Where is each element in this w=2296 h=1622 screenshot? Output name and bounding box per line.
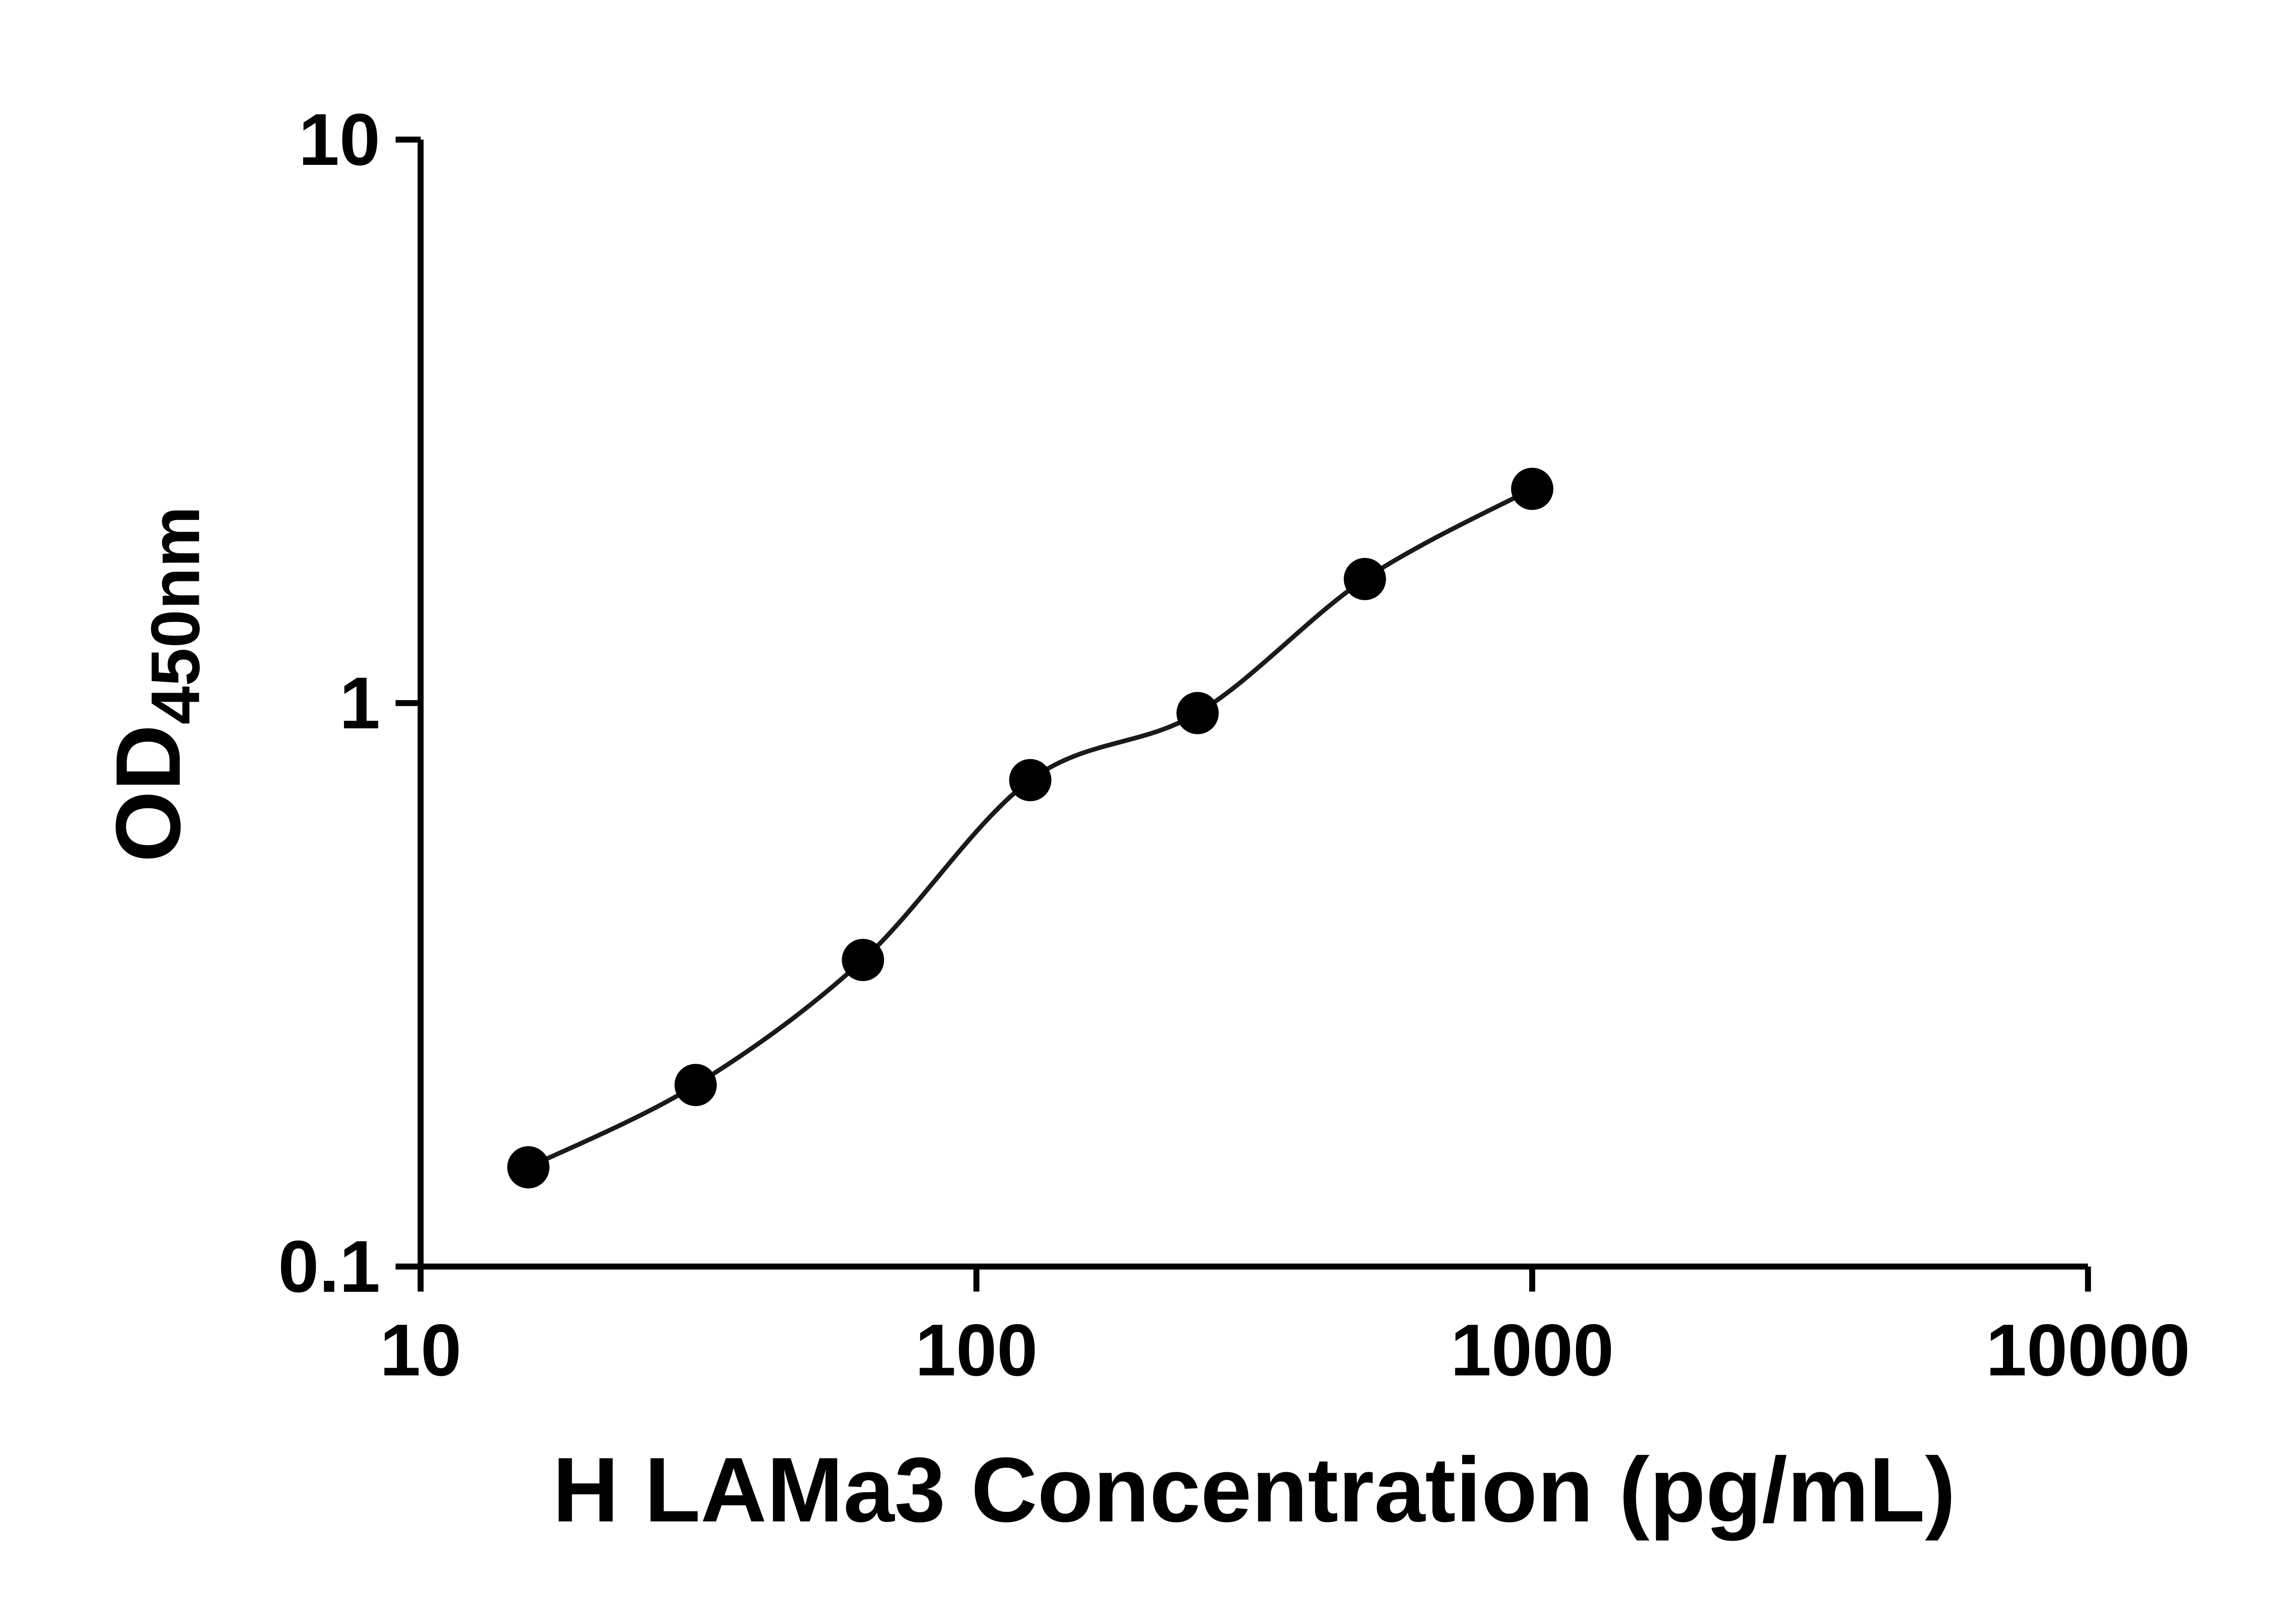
x-tick-label: 100 — [915, 1309, 1038, 1391]
data-points — [507, 467, 1553, 1188]
y-tick-label: 0.1 — [278, 1225, 380, 1307]
y-axis-title: OD450nm — [97, 506, 214, 862]
x-axis-title: H LAMa3 Concentration (pg/mL) — [552, 1439, 1956, 1541]
data-point — [507, 1146, 550, 1188]
x-axis-ticks: 10 100 1000 10000 — [380, 1267, 2190, 1391]
x-tick-label: 1000 — [1451, 1309, 1614, 1391]
data-point — [1511, 467, 1553, 510]
y-axis-ticks: 0.1 1 10 — [278, 98, 421, 1307]
x-tick-label: 10000 — [1986, 1309, 2190, 1391]
data-point — [842, 939, 884, 981]
y-axis-title-main: OD — [97, 724, 200, 862]
y-tick-label: 10 — [298, 98, 380, 180]
x-tick-label: 10 — [380, 1309, 461, 1391]
data-point — [1344, 558, 1386, 600]
data-point — [674, 1064, 717, 1106]
data-point — [1009, 759, 1052, 801]
y-tick-label: 1 — [339, 662, 380, 744]
data-point — [1176, 692, 1219, 734]
y-axis-title-sub: 450nm — [136, 506, 214, 725]
